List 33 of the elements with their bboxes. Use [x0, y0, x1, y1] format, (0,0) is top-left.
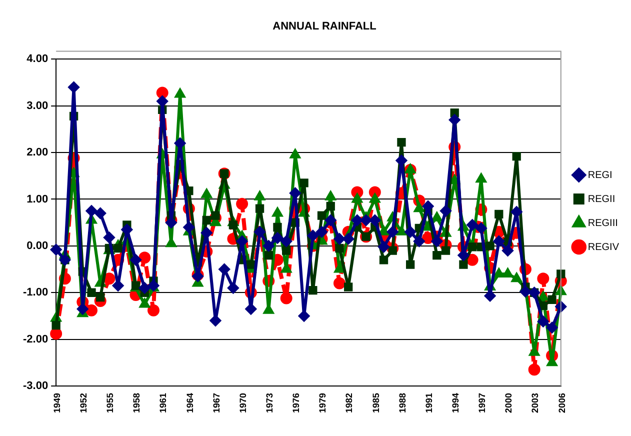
x-tick-label: 1991 [424, 392, 434, 414]
x-tick-label: 2003 [530, 392, 540, 414]
legend-label: REGII [588, 194, 616, 205]
y-tick-label: -3.00 [22, 380, 48, 392]
y-tick-label: 3.00 [26, 100, 48, 112]
x-tick-label: 1949 [52, 392, 62, 414]
x-tick-label: 1994 [450, 392, 460, 414]
chart-title: ANNUAL RAINFALL [272, 20, 377, 33]
x-tick-label: 1961 [158, 392, 168, 414]
x-tick-label: 1997 [477, 392, 488, 414]
y-tick-label: -1.00 [22, 286, 48, 299]
x-tick-label: 1976 [291, 392, 302, 414]
x-tick-label: 2000 [504, 392, 514, 414]
y-tick-label: 1.00 [26, 193, 48, 206]
x-tick-label: 1979 [318, 392, 328, 414]
legend-label: REGIII [588, 218, 618, 229]
x-tick-label: 1988 [397, 392, 408, 414]
x-tick-label: 1964 [184, 392, 195, 414]
x-tick-label: 1973 [264, 392, 275, 414]
x-tick-label: 1967 [211, 392, 222, 414]
legend-label: REGI [588, 170, 612, 181]
x-tick-label: 2006 [556, 392, 567, 414]
y-tick-label: 2.00 [26, 146, 48, 159]
x-tick-label: 1952 [78, 392, 89, 414]
x-tick-label: 1955 [105, 392, 116, 414]
y-tick-label: 4.00 [26, 53, 48, 66]
x-tick-label: 1985 [370, 392, 381, 414]
x-tick-label: 1958 [132, 392, 142, 414]
x-tick-label: 1970 [238, 392, 248, 414]
y-tick-label: -2.00 [22, 333, 48, 346]
legend-label: REGIV [588, 242, 620, 253]
x-tick-label: 1982 [344, 392, 354, 414]
y-tick-label: 0.00 [26, 240, 48, 252]
